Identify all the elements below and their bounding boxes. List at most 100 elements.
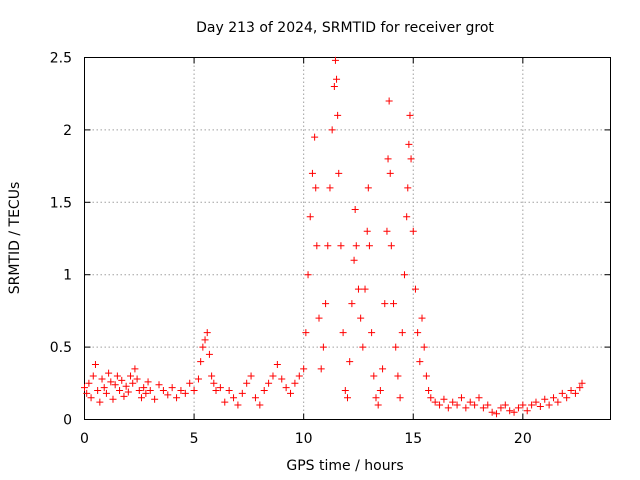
data-point — [109, 395, 117, 403]
data-point — [359, 343, 367, 351]
data-point — [357, 314, 365, 322]
data-point — [326, 184, 334, 192]
data-point — [466, 398, 474, 406]
y-tick-label: 0.5 — [50, 340, 72, 356]
data-point — [210, 379, 218, 387]
x-tick-label: 15 — [404, 431, 422, 447]
data-point — [519, 401, 527, 409]
data-point — [302, 329, 310, 337]
data-point — [135, 387, 143, 395]
data-point — [422, 372, 430, 380]
data-point — [405, 140, 413, 148]
data-point — [354, 285, 362, 293]
data-point — [269, 372, 277, 380]
data-point — [146, 387, 154, 395]
data-point — [348, 300, 356, 308]
data-point — [205, 350, 213, 358]
data-point — [94, 387, 102, 395]
data-point — [216, 384, 224, 392]
data-point — [129, 379, 137, 387]
data-point — [361, 285, 369, 293]
data-point — [363, 227, 371, 235]
y-tick-label: 1.5 — [50, 195, 72, 211]
data-point — [409, 227, 417, 235]
data-point — [479, 404, 487, 412]
data-point — [398, 329, 406, 337]
data-point — [201, 336, 209, 344]
data-point — [177, 387, 185, 395]
y-tick-label: 0 — [63, 413, 72, 429]
data-point — [493, 410, 501, 418]
data-point — [335, 169, 343, 177]
data-point — [501, 401, 509, 409]
data-point — [317, 365, 325, 373]
data-point — [334, 111, 342, 119]
data-point — [416, 358, 424, 366]
data-point — [306, 213, 314, 221]
data-point — [514, 404, 522, 412]
data-point — [315, 314, 323, 322]
data-point — [558, 389, 566, 397]
data-point — [385, 97, 393, 105]
data-point — [105, 369, 113, 377]
data-point — [238, 389, 246, 397]
data-point — [295, 372, 303, 380]
data-point — [350, 256, 358, 264]
data-point — [484, 401, 492, 409]
data-point — [365, 242, 373, 250]
data-point — [571, 389, 579, 397]
data-point — [436, 401, 444, 409]
data-point — [96, 398, 104, 406]
y-tick-label: 2 — [63, 123, 72, 139]
data-point — [497, 404, 505, 412]
data-point — [124, 388, 132, 396]
data-point — [190, 387, 198, 395]
data-point — [319, 343, 327, 351]
data-point — [311, 133, 319, 141]
data-point — [394, 372, 402, 380]
data-point — [89, 372, 97, 380]
y-tick-label: 1 — [63, 268, 72, 284]
data-point — [260, 387, 268, 395]
data-point — [181, 389, 189, 397]
data-point — [100, 384, 108, 392]
data-point — [475, 394, 483, 402]
data-point — [312, 184, 320, 192]
data-point — [116, 387, 124, 395]
data-point — [444, 404, 452, 412]
data-point — [159, 387, 167, 395]
data-point — [536, 402, 544, 410]
data-point — [576, 384, 584, 392]
data-point — [330, 82, 338, 90]
x-tick-label: 5 — [190, 431, 199, 447]
data-point — [431, 398, 439, 406]
data-point — [376, 387, 384, 395]
data-point — [203, 329, 211, 337]
data-point — [251, 394, 259, 402]
data-point — [384, 155, 392, 163]
data-point — [173, 394, 181, 402]
data-point — [372, 394, 380, 402]
data-point — [313, 242, 321, 250]
data-point — [383, 227, 391, 235]
data-point — [256, 401, 264, 409]
data-point — [427, 394, 435, 402]
data-point — [550, 394, 558, 402]
data-point — [133, 375, 141, 383]
data-point — [440, 395, 448, 403]
x-tick-labels: 0 5 10 15 20 — [80, 431, 532, 447]
data-point — [230, 394, 238, 402]
data-point — [83, 389, 91, 397]
data-point — [107, 378, 115, 386]
data-point — [155, 381, 163, 389]
data-point — [273, 360, 281, 368]
data-point — [137, 394, 145, 402]
data-point — [142, 389, 150, 397]
data-point — [324, 242, 332, 250]
data-point — [120, 392, 128, 400]
data-point — [331, 56, 339, 64]
data-point — [420, 343, 428, 351]
data-point — [140, 384, 148, 392]
data-point — [144, 378, 152, 386]
data-point — [381, 300, 389, 308]
